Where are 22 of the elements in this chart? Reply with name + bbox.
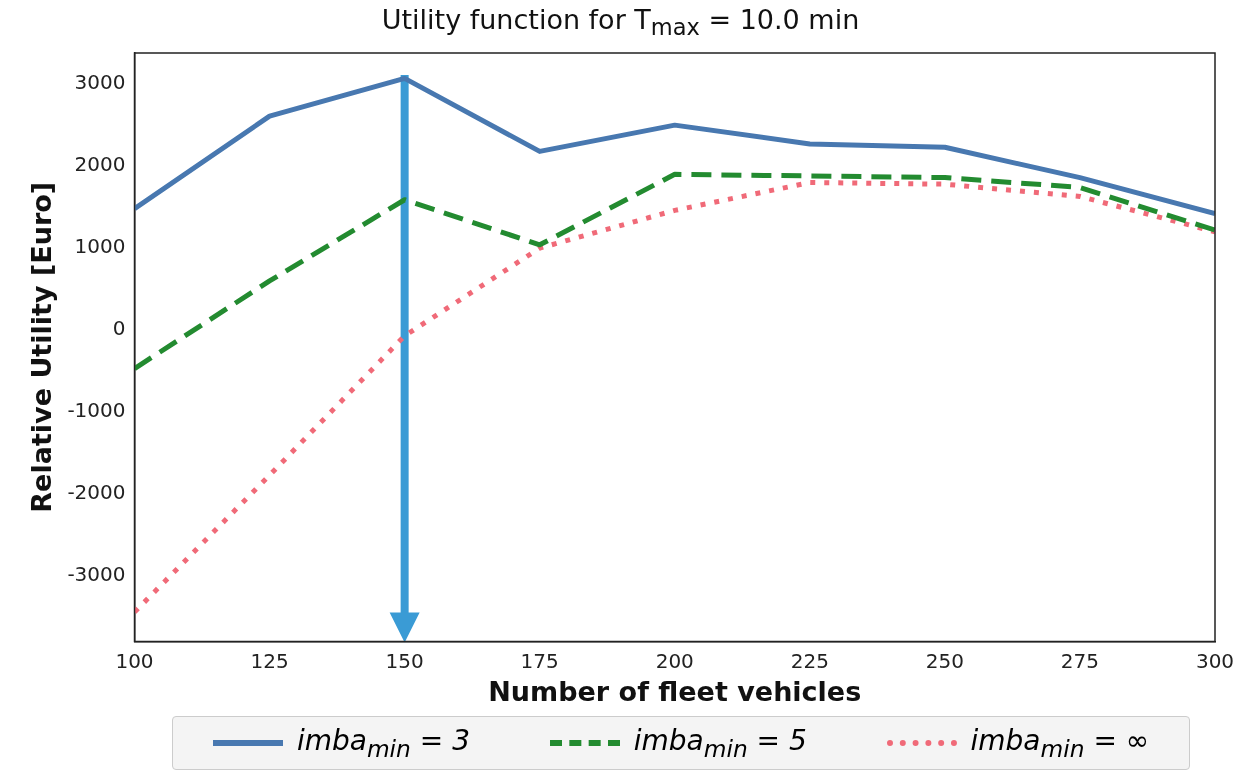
chart-title: Utility function for T$_{max}$ = 10.0 min: [380, 4, 861, 41]
y-tick-label: -2000: [67, 480, 126, 505]
x-tick-label: 150: [385, 648, 424, 673]
y-tick-label: -1000: [67, 398, 126, 423]
x-tick-label: 250: [925, 648, 964, 673]
x-axis-title: Number of fleet vehicles: [488, 675, 862, 707]
y-tick-label: -3000: [67, 562, 126, 587]
x-tick-label: 225: [790, 648, 829, 673]
x-tick-label: 200: [655, 648, 694, 673]
x-tick-label: 300: [1195, 648, 1235, 673]
y-tick-label: 2000: [74, 152, 126, 177]
legend-label: imba$_{min}$ = 3: [296, 723, 470, 763]
x-tick-label: 125: [250, 648, 289, 673]
legend-label: imba$_{min}$ = 5: [633, 723, 807, 763]
x-tick-label: 100: [115, 648, 154, 673]
y-tick-label: 1000: [74, 234, 126, 259]
y-tick-label: 0: [112, 316, 126, 341]
y-tick-label: 3000: [74, 70, 126, 95]
legend-label: imba$_{min}$ = ∞: [970, 723, 1150, 763]
x-tick-label: 275: [1060, 648, 1100, 673]
y-axis-title: Relative Utility [Euro]: [26, 181, 58, 513]
x-tick-label: 175: [520, 648, 559, 673]
